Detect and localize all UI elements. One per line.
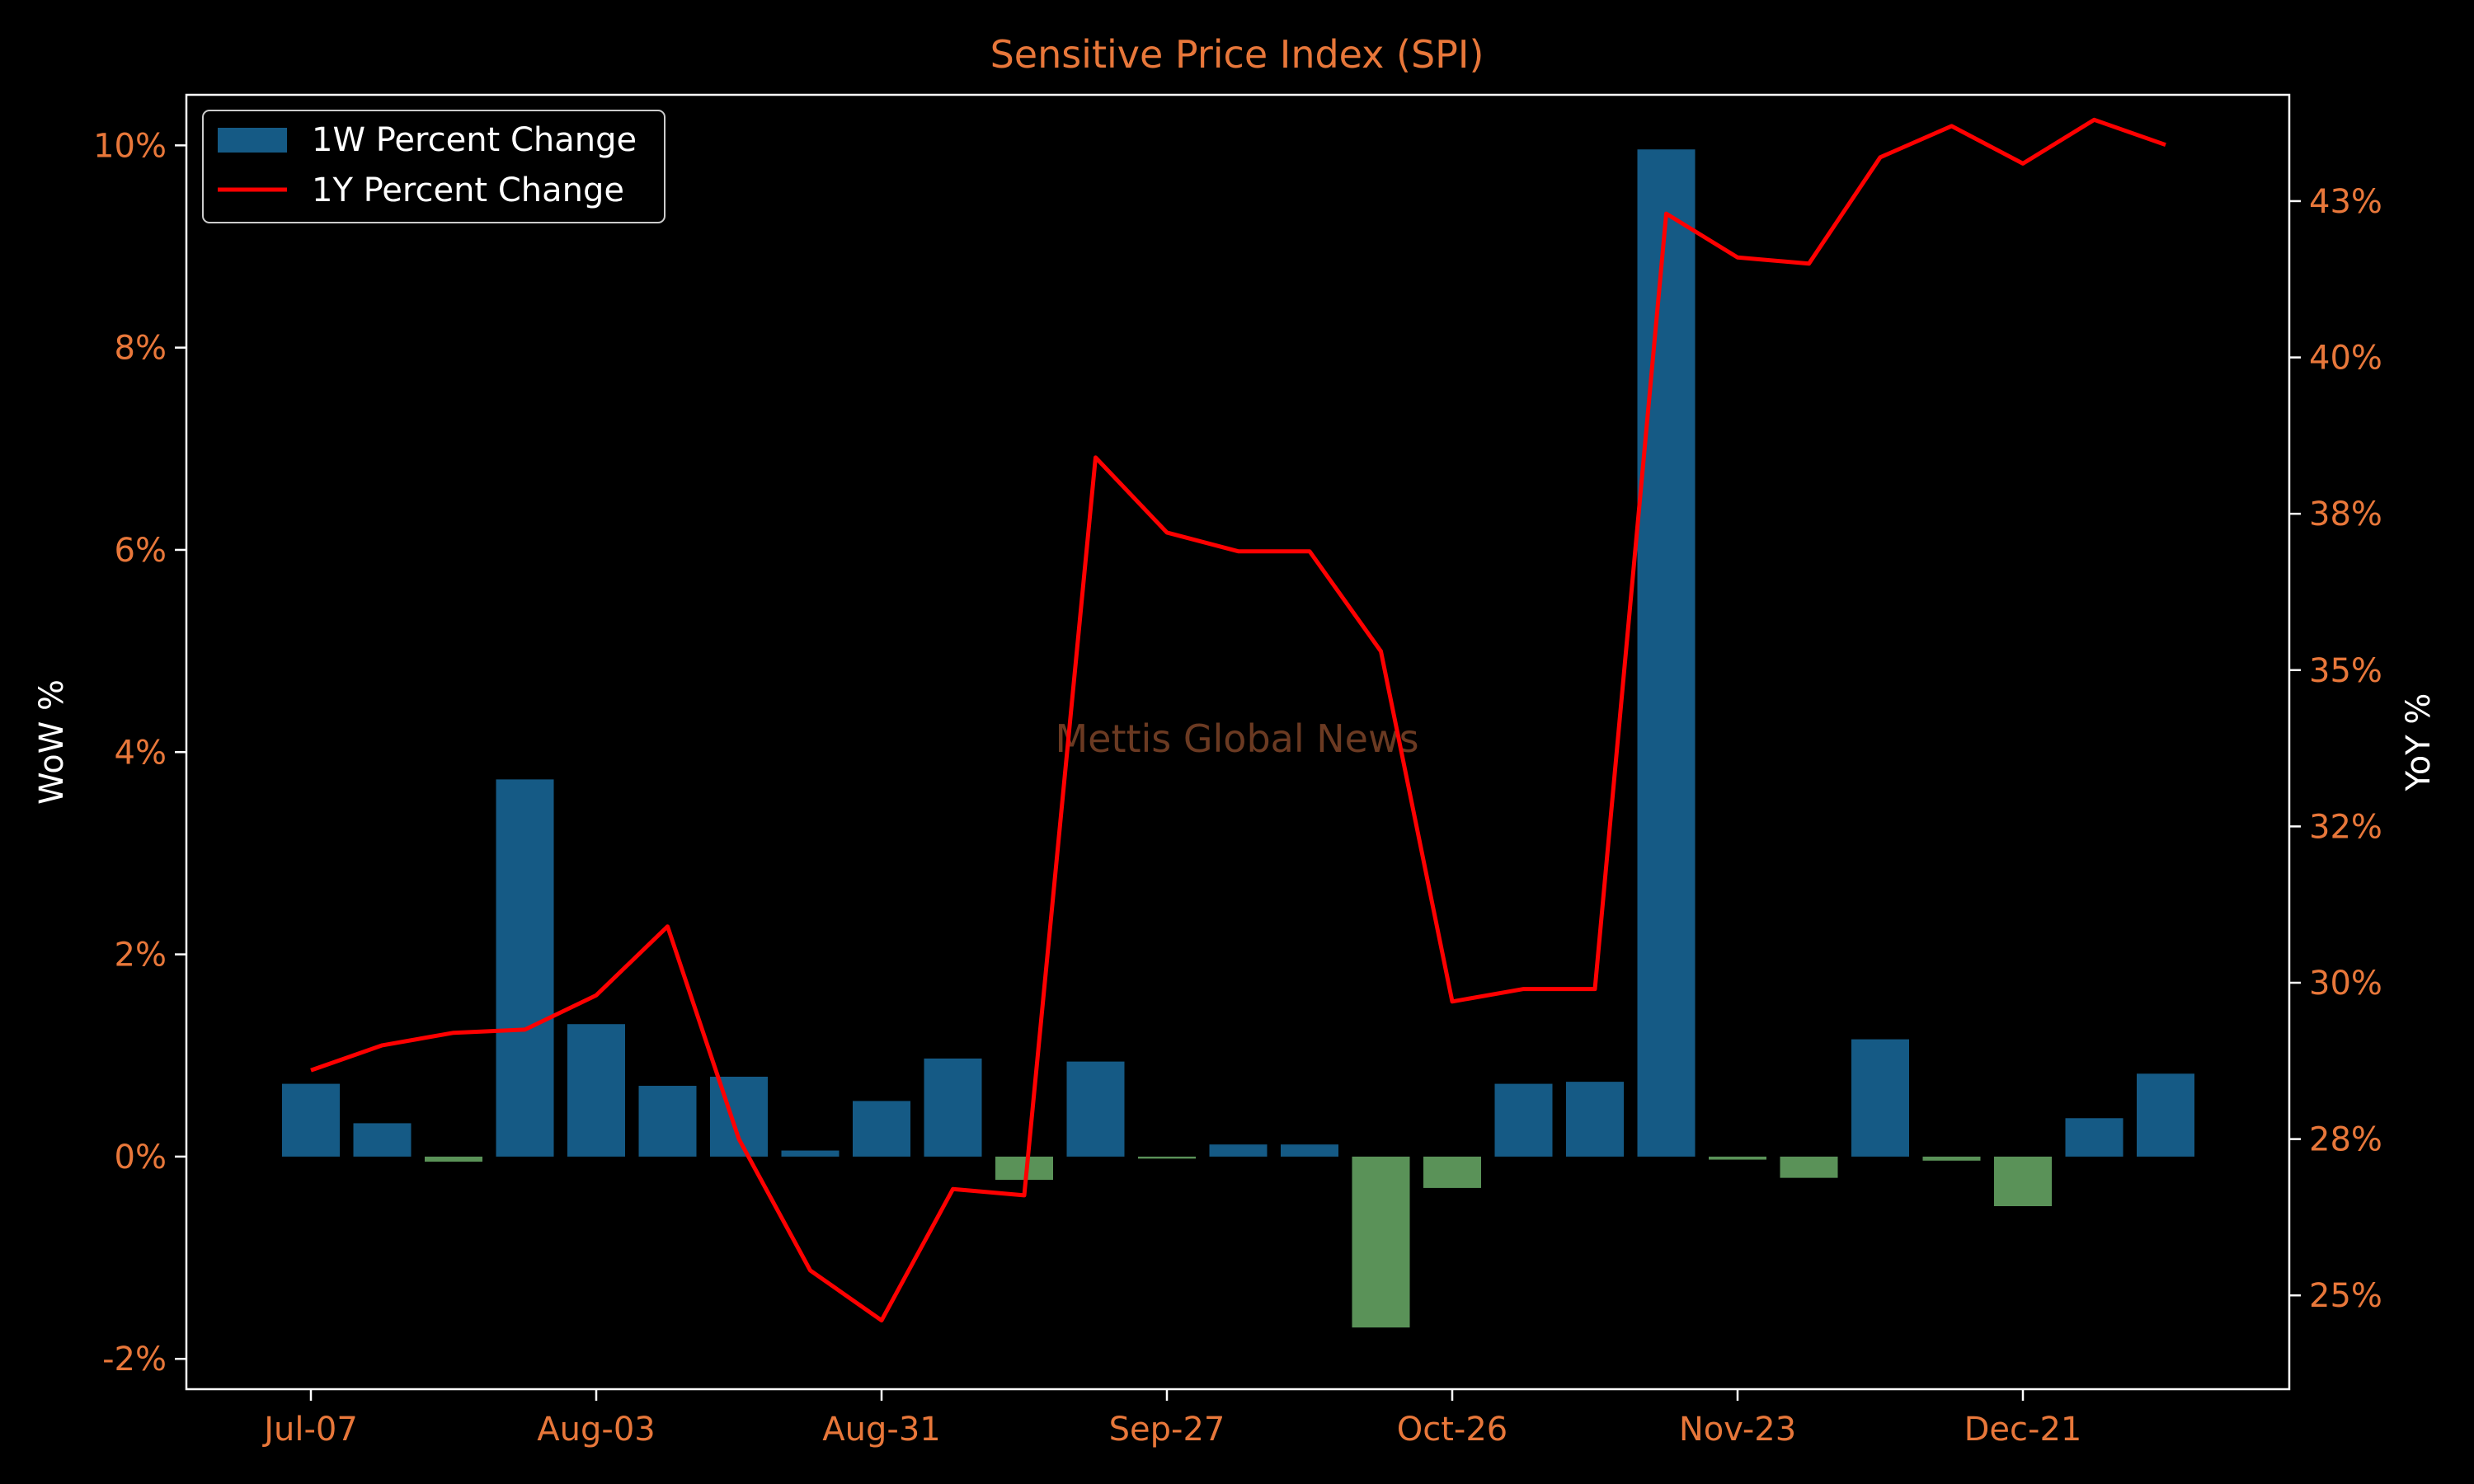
y-left-tick-label: 10% xyxy=(93,127,167,165)
legend-bar-swatch xyxy=(218,128,287,153)
x-axis: Jul-07 Aug-03 Aug-31 Sep-27 Oct-26 Nov-23 Dec-… xyxy=(261,1389,2081,1449)
y-axis-left-label: WoW % xyxy=(33,679,71,805)
x-tick-label: Oct-26 xyxy=(1397,1411,1508,1449)
bar xyxy=(1780,1156,1838,1178)
bar xyxy=(1709,1156,1766,1160)
y-left-tick-label: 6% xyxy=(115,532,167,570)
y-right-tick-label: 28% xyxy=(2309,1121,2382,1159)
legend-box xyxy=(202,110,666,223)
y-right-tick-label: 43% xyxy=(2309,183,2382,221)
y-right-tick-label: 25% xyxy=(2309,1277,2382,1315)
y-left-tick-label: 2% xyxy=(115,937,167,974)
bar xyxy=(638,1086,697,1157)
bar xyxy=(1209,1144,1268,1157)
y-right-tick-label: 40% xyxy=(2309,340,2382,378)
bar xyxy=(1138,1156,1196,1159)
y-right-tick-label: 32% xyxy=(2309,808,2382,846)
bar xyxy=(282,1083,340,1157)
bar xyxy=(853,1101,910,1157)
x-tick-label: Aug-31 xyxy=(822,1411,940,1449)
bar xyxy=(1352,1156,1410,1328)
x-tick-label: Dec-21 xyxy=(1964,1411,2082,1449)
y-axis-right: 25% 28% 30% 32% 35% 38% 40% 43% xyxy=(2289,183,2382,1315)
yoy-line xyxy=(310,117,2166,1323)
bar xyxy=(1066,1061,1125,1157)
y-right-tick-label: 30% xyxy=(2309,965,2382,1003)
y-right-tick-label: 38% xyxy=(2309,495,2382,533)
bar xyxy=(781,1150,840,1157)
y-axis-left: -2% 0% 2% 4% 6% 8% 10% xyxy=(93,127,186,1378)
bar xyxy=(710,1076,768,1157)
y-right-tick-label: 35% xyxy=(2309,652,2382,690)
bar xyxy=(567,1024,625,1157)
plot-frame xyxy=(185,93,2291,1391)
bar xyxy=(1851,1039,1909,1157)
y-left-tick-label: 8% xyxy=(115,330,167,368)
bar xyxy=(1637,149,1696,1157)
y-left-tick-label: 0% xyxy=(115,1139,167,1176)
bar xyxy=(1281,1144,1338,1157)
bar xyxy=(2065,1118,2124,1157)
x-tick-label: Sep-27 xyxy=(1109,1411,1225,1449)
watermark-text: Mettis Global News xyxy=(1055,716,1418,761)
y-axis-right-label: YoY % xyxy=(2400,693,2438,792)
bar xyxy=(425,1156,482,1162)
bar xyxy=(1566,1082,1624,1157)
x-tick-label: Jul-07 xyxy=(261,1411,358,1449)
y-left-tick-label: 4% xyxy=(115,734,167,772)
bar xyxy=(353,1123,412,1157)
x-tick-label: Nov-23 xyxy=(1679,1411,1796,1449)
bar xyxy=(1494,1083,1553,1157)
line-layer xyxy=(310,117,2166,1323)
y-left-tick-label: -2% xyxy=(102,1341,167,1378)
x-tick-label: Aug-03 xyxy=(537,1411,655,1449)
bar xyxy=(1423,1156,1481,1188)
legend-entry-line: 1Y Percent Change xyxy=(312,171,624,209)
bar xyxy=(496,779,554,1157)
bar xyxy=(2137,1073,2194,1157)
bars-layer xyxy=(282,149,2194,1328)
bar xyxy=(1922,1156,1981,1161)
chart-title: Sensitive Price Index (SPI) xyxy=(990,32,1484,77)
bar xyxy=(924,1058,982,1157)
legend-entry-bars: 1W Percent Change xyxy=(312,121,637,159)
bar xyxy=(1994,1156,2052,1206)
legend: 1W Percent Change 1Y Percent Change xyxy=(202,110,666,223)
